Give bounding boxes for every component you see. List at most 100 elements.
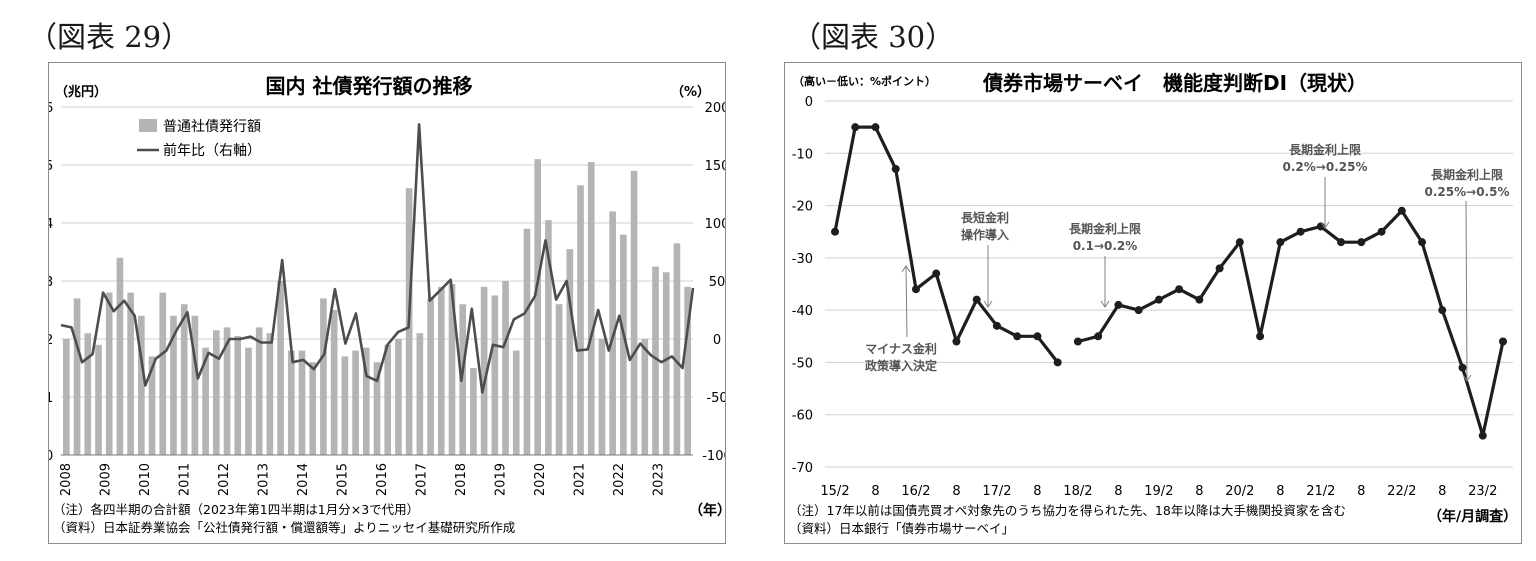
- bar: [555, 304, 563, 455]
- x-tick-label: 2016: [375, 463, 390, 496]
- legend-label-bar: 普通社債発行額: [163, 119, 261, 135]
- data-point: [992, 321, 1001, 330]
- y-tick-label: 3: [49, 275, 53, 290]
- x-tick-label: 2013: [257, 463, 272, 496]
- y-tick-label: 0: [805, 95, 813, 110]
- data-point: [972, 295, 981, 304]
- bar: [502, 281, 509, 455]
- x-tick-label: 17/2: [982, 484, 1011, 499]
- x-tick-label: 2018: [454, 463, 469, 496]
- y2-tick-label: 100: [705, 217, 725, 232]
- x-tick-label: 2015: [336, 463, 351, 496]
- x-tick-label: 8: [1276, 484, 1284, 499]
- bar: [341, 356, 349, 455]
- bar: [512, 350, 520, 455]
- annotation-text: 長期金利上限: [1069, 221, 1141, 236]
- bar: [298, 350, 306, 455]
- x-tick-label: 2014: [296, 463, 311, 496]
- bar: [309, 362, 317, 455]
- panel-chart-29: 0 1 2 3 4 5 6 -100 -50 0 50 100 150 200 2008 2009 2010 20…: [48, 62, 726, 544]
- x-tick-label: 8: [1195, 484, 1203, 499]
- annotation-text: 0.25%→0.5%: [1425, 185, 1510, 199]
- y2-tick-label: 150: [705, 159, 725, 174]
- bar: [427, 298, 434, 455]
- data-point: [1256, 332, 1265, 341]
- data-point: [1499, 337, 1507, 346]
- x-tick-label: 2008: [59, 463, 74, 496]
- data-point: [1073, 337, 1082, 346]
- data-point: [831, 227, 839, 236]
- series-line-segment: [1077, 209, 1505, 438]
- figure-label-29: （図表 29）: [28, 20, 191, 54]
- bar: [159, 292, 167, 455]
- data-point: [1134, 306, 1143, 315]
- annotation-text: 0.2%→0.25%: [1283, 160, 1368, 174]
- data-point: [1296, 227, 1305, 236]
- data-point: [1478, 431, 1487, 440]
- x-tick-label: 2022: [612, 463, 627, 496]
- y-tick-label: -30: [792, 252, 813, 267]
- x-tick-label: 2017: [415, 463, 430, 496]
- x-tick-label: 18/2: [1063, 484, 1092, 499]
- x-unit-label: （年/月調査）: [1428, 508, 1517, 525]
- bar: [652, 266, 659, 455]
- bar: [170, 315, 177, 455]
- annotation-text: マイナス金利: [865, 341, 937, 356]
- bar: [491, 295, 499, 455]
- x-tick-label: 19/2: [1144, 484, 1173, 499]
- x-tick-label: 15/2: [820, 484, 849, 499]
- y-tick-label: 2: [49, 333, 53, 348]
- figure-label-30: （図表 30）: [792, 20, 955, 54]
- bar: [598, 339, 606, 455]
- y-tick-label: 5: [49, 159, 53, 174]
- annotation-text: 政策導入決定: [865, 358, 937, 373]
- bar: [63, 339, 70, 455]
- bar: [105, 292, 113, 455]
- data-point: [1215, 264, 1224, 273]
- data-point: [1357, 238, 1366, 247]
- data-point: [1377, 227, 1386, 236]
- panel-chart-30: 0 -10 -20 -30 -40 -50 -60 -70 15/2 8 16/2 8 17/2 8 18/…: [784, 62, 1522, 544]
- bar: [470, 368, 477, 455]
- data-point: [851, 123, 860, 132]
- y2-tick-label: -100: [702, 449, 725, 464]
- note-2: （資料）日本銀行「債券市場サーベイ」: [789, 521, 1014, 536]
- chart-title: 債券市場サーベイ 機能度判断DI（現状）: [982, 71, 1367, 95]
- bar: [534, 159, 541, 455]
- note-1: （注）各四半期の合計額（2023年第1四半期は1月分×3で代用）: [53, 502, 419, 517]
- bar: [448, 283, 456, 455]
- y-unit-label: （高い－低い：%ポイント）: [793, 74, 936, 88]
- y2-tick-label: 50: [709, 275, 725, 290]
- bar: [255, 327, 263, 455]
- chart-title: 国内 社債発行額の推移: [266, 74, 473, 98]
- annotation-arrowhead: [901, 265, 911, 273]
- data-point: [891, 164, 900, 173]
- bar: [384, 344, 392, 455]
- bar: [373, 362, 381, 455]
- bar: [641, 339, 649, 455]
- bar: [138, 315, 145, 455]
- data-point: [871, 123, 880, 132]
- data-point: [1235, 238, 1244, 247]
- annotation-text: 操作導入: [961, 227, 1009, 242]
- data-point: [1276, 238, 1285, 247]
- legend-label-line: 前年比（右軸）: [163, 142, 261, 159]
- left-unit-label: （兆円）: [55, 84, 107, 100]
- annotation-arrow: [1465, 200, 1468, 382]
- bar: [213, 330, 220, 455]
- data-point: [1053, 358, 1062, 367]
- y-tick-label: 0: [49, 449, 53, 464]
- y-tick-label: -20: [792, 200, 813, 215]
- x-unit-label: （年）: [689, 502, 725, 519]
- bar: [116, 257, 124, 455]
- data-point: [1458, 363, 1467, 372]
- x-tick-label: 8: [1033, 484, 1041, 499]
- annotation-arrowhead: [983, 300, 993, 308]
- bar: [362, 347, 370, 455]
- data-point: [1114, 300, 1123, 309]
- data-point: [1195, 295, 1204, 304]
- annotation-arrow: [905, 265, 908, 338]
- bar: [73, 298, 81, 455]
- annotation-text: 長短金利: [961, 210, 1009, 225]
- bar: [191, 315, 199, 455]
